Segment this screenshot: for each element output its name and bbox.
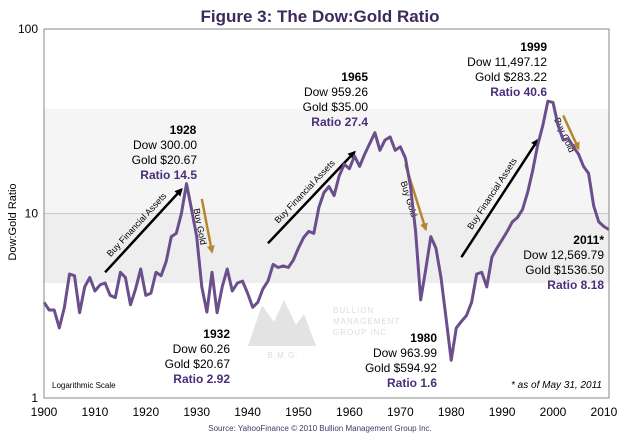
annotation-1980-gold: Gold $594.92 <box>365 361 437 375</box>
background-bands <box>44 108 609 284</box>
annotation-1928-ratio: Ratio 14.5 <box>140 168 197 182</box>
annotation-1928-dow: Dow 300.00 <box>133 138 197 152</box>
x-tick-1940: 1940 <box>234 405 261 419</box>
annotation-2011: 2011* Dow 12,569.79 Gold $1536.50 Ratio … <box>523 233 604 292</box>
chart-title: Figure 3: The Dow:Gold Ratio <box>201 7 440 26</box>
annotation-1932-gold: Gold $20.67 <box>165 357 231 371</box>
series-line-dow-gold-ratio <box>42 99 610 362</box>
annotation-1965: 1965 Dow 959.26 Gold $35.00 Ratio 27.4 <box>303 70 369 129</box>
scale-note: Logarithmic Scale <box>52 381 116 390</box>
watermark-line2: MANAGEMENT <box>333 317 400 326</box>
annotation-1928-year: 1928 <box>170 123 197 137</box>
y-tick-10: 10 <box>25 207 39 221</box>
annotation-2011-year: 2011* <box>573 233 604 247</box>
x-axis-ticks: 1900 1910 1920 1930 1940 1950 1960 1970 1980 1990… <box>31 405 618 419</box>
annotation-1932: 1932 Dow 60.26 Gold $20.67 Ratio 2.92 <box>165 327 231 386</box>
annotation-1980-year: 1980 <box>410 331 437 345</box>
trend-arrow-bg3 <box>562 114 580 151</box>
annotation-1928: 1928 Dow 300.00 Gold $20.67 Ratio 14.5 <box>132 123 198 182</box>
annotation-1932-year: 1932 <box>203 327 230 341</box>
x-tick-1990: 1990 <box>489 405 516 419</box>
x-tick-2000: 2000 <box>540 405 567 419</box>
annotation-1965-year: 1965 <box>341 70 368 84</box>
x-tick-1930: 1930 <box>183 405 210 419</box>
footnote: * as of May 31, 2011 <box>511 380 602 391</box>
annotation-1965-gold: Gold $35.00 <box>303 100 369 114</box>
annotation-1980-dow: Dow 963.99 <box>373 346 437 360</box>
trend-arrow-bfa2 <box>267 150 356 245</box>
band-0 <box>44 213 609 284</box>
annotation-1965-ratio: Ratio 27.4 <box>311 115 368 129</box>
annotation-1932-dow: Dow 60.26 <box>173 342 231 356</box>
annotation-2011-gold: Gold $1536.50 <box>525 263 604 277</box>
x-tick-1920: 1920 <box>132 405 159 419</box>
annotation-1999-dow: Dow 11,497.12 <box>467 55 547 69</box>
annotation-1980: 1980 Dow 963.99 Gold $594.92 Ratio 1.6 <box>365 331 437 390</box>
band-1 <box>44 108 609 214</box>
x-tick-1950: 1950 <box>285 405 312 419</box>
plot-frame <box>43 28 610 399</box>
x-tick-1970: 1970 <box>387 405 414 419</box>
watermark-line1: BULLION <box>333 306 374 315</box>
annotation-2011-dow: Dow 12,569.79 <box>523 248 604 262</box>
watermark-line3: GROUP INC. <box>333 328 390 337</box>
y-tick-1: 1 <box>31 391 38 405</box>
annotation-1980-ratio: Ratio 1.6 <box>387 376 437 390</box>
x-tick-2010: 2010 <box>591 405 618 419</box>
y-tick-100: 100 <box>18 22 38 36</box>
x-tick-1960: 1960 <box>336 405 363 419</box>
x-tick-1980: 1980 <box>438 405 465 419</box>
annotation-1999-gold: Gold $283.22 <box>475 70 547 84</box>
source-note: Source: YahooFinance © 2010 Bullion Mana… <box>208 424 432 433</box>
annotation-1932-ratio: Ratio 2.92 <box>173 372 230 386</box>
trend-arrow-bfa1 <box>104 187 183 274</box>
annotation-1965-dow: Dow 959.26 <box>304 85 368 99</box>
annotation-1999-ratio: Ratio 40.6 <box>490 85 547 99</box>
trend-arrow-bfa3 <box>460 138 539 258</box>
watermark-logo: B.M.G. BULLION MANAGEMENT GROUP INC. <box>248 300 400 360</box>
watermark-initials: B.M.G. <box>268 351 299 360</box>
trend-arrow-bg1 <box>200 198 215 254</box>
x-tick-1910: 1910 <box>82 405 109 419</box>
y-axis-label: Dow:Gold Ratio <box>7 183 19 260</box>
x-tick-1900: 1900 <box>31 405 58 419</box>
annotation-1999-year: 1999 <box>520 40 547 54</box>
annotation-1999: 1999 Dow 11,497.12 Gold $283.22 Ratio 40… <box>467 40 547 99</box>
y-axis-ticks: 1 10 100 <box>18 22 38 405</box>
annotation-1928-gold: Gold $20.67 <box>132 153 198 167</box>
annotation-2011-ratio: Ratio 8.18 <box>547 278 604 292</box>
